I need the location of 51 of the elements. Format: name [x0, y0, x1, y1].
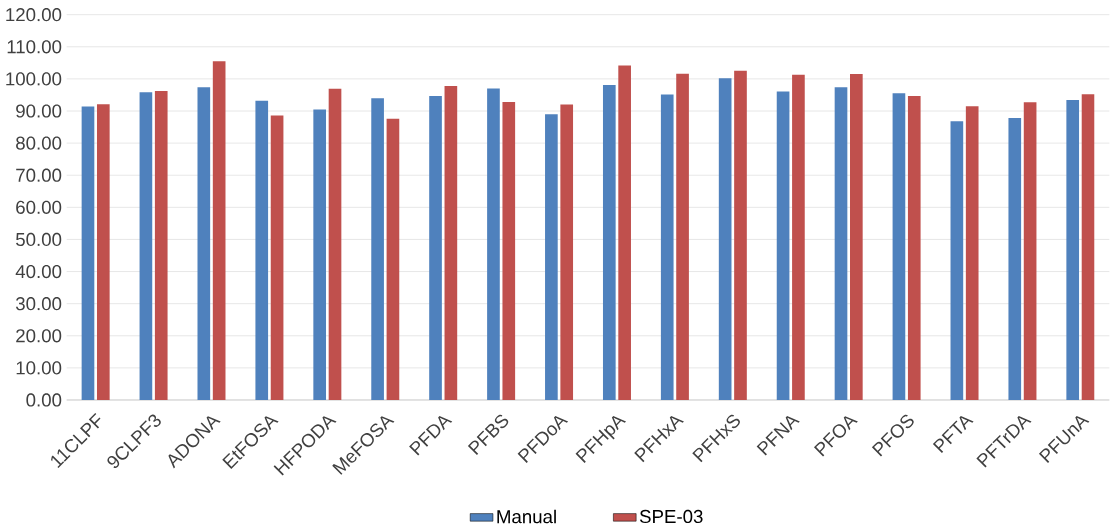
bar [676, 73, 689, 400]
y-tick-label: 10.00 [16, 361, 62, 375]
bar [444, 85, 458, 400]
y-tick-label: 110.00 [7, 40, 62, 54]
bar [618, 65, 631, 400]
bar [270, 115, 284, 400]
bar [560, 104, 574, 400]
bar [197, 87, 211, 400]
bar [313, 109, 327, 400]
bar [776, 91, 790, 400]
bar [1008, 117, 1022, 400]
bar [1066, 99, 1080, 400]
y-tick-label: 60.00 [16, 200, 62, 214]
bar [487, 88, 500, 400]
bar [850, 73, 863, 400]
bar [792, 74, 805, 400]
bar [96, 104, 110, 400]
bar [502, 101, 516, 400]
y-tick-label: 80.00 [16, 136, 62, 150]
bar [154, 90, 168, 400]
bar [718, 78, 732, 400]
y-tick-label: 20.00 [16, 329, 62, 343]
bar [429, 95, 442, 400]
y-tick-label: 30.00 [15, 296, 62, 311]
y-tick-label: 100.00 [6, 72, 62, 86]
y-tick-label: 50.00 [16, 232, 62, 246]
bar [545, 114, 558, 400]
bar [965, 106, 979, 400]
legend-label: Manual [497, 509, 556, 524]
bar [950, 121, 964, 400]
y-tick-label: 40.00 [15, 264, 62, 279]
bar [81, 106, 95, 400]
bar [371, 98, 384, 400]
bar [1081, 94, 1095, 400]
y-tick-label: 70.00 [16, 168, 62, 182]
bar [907, 95, 921, 400]
bar [834, 87, 848, 400]
bar [734, 70, 747, 400]
bar [328, 88, 342, 400]
bar [660, 94, 674, 400]
y-tick-label: 90.00 [16, 104, 62, 118]
y-tick-label: 0.00 [26, 393, 62, 407]
bar [892, 93, 906, 400]
bar [602, 84, 616, 400]
legend-label: SPE-03 [639, 509, 703, 523]
bar [255, 100, 269, 400]
bar [212, 61, 226, 400]
y-tick-label: 120.00 [6, 7, 62, 22]
bar [1023, 102, 1037, 400]
bar [139, 92, 153, 400]
bar [386, 118, 400, 400]
